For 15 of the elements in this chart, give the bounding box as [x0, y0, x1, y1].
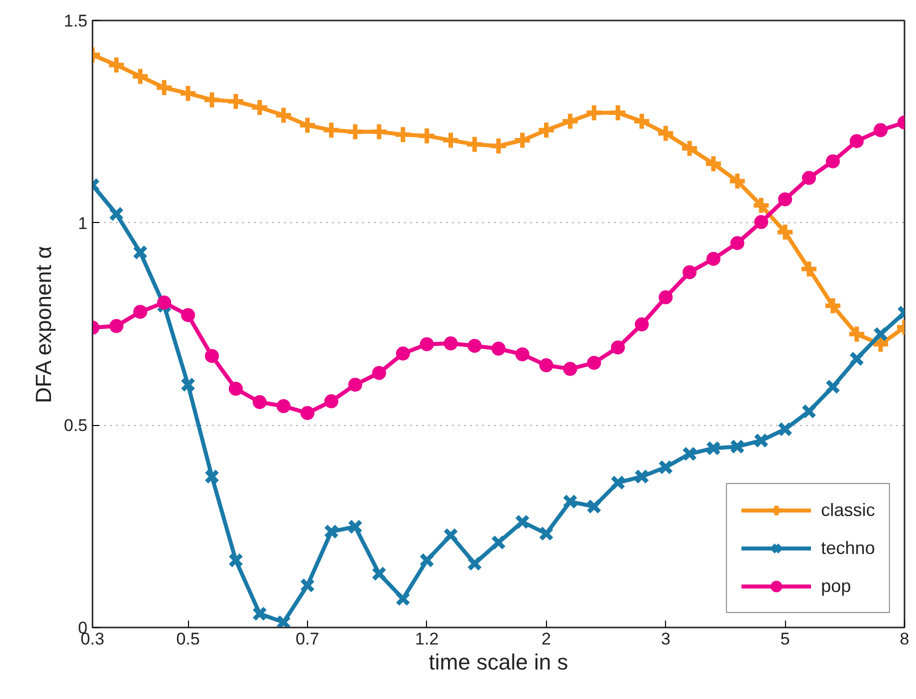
x-tick-label: 8 [900, 630, 910, 648]
x-tick-label: 3 [660, 630, 670, 648]
x-tick-label: 1.2 [415, 630, 439, 648]
x-tick-label: 0.7 [296, 630, 320, 648]
y-tick-label: 1.5 [64, 12, 88, 30]
legend-label: techno [820, 538, 875, 558]
y-tick-label: 0.5 [64, 416, 88, 436]
x-axis-title: time scale in s [428, 650, 568, 674]
legend-label: pop [820, 576, 851, 596]
legend-label: classic [820, 500, 875, 520]
y-axis-title: DFA exponent α [30, 246, 56, 404]
x-tick-label: 5 [780, 630, 790, 648]
x-tick-label: 2 [542, 630, 552, 648]
x-tick-label: 0.5 [176, 630, 200, 648]
y-tick-label: 1 [78, 214, 88, 233]
